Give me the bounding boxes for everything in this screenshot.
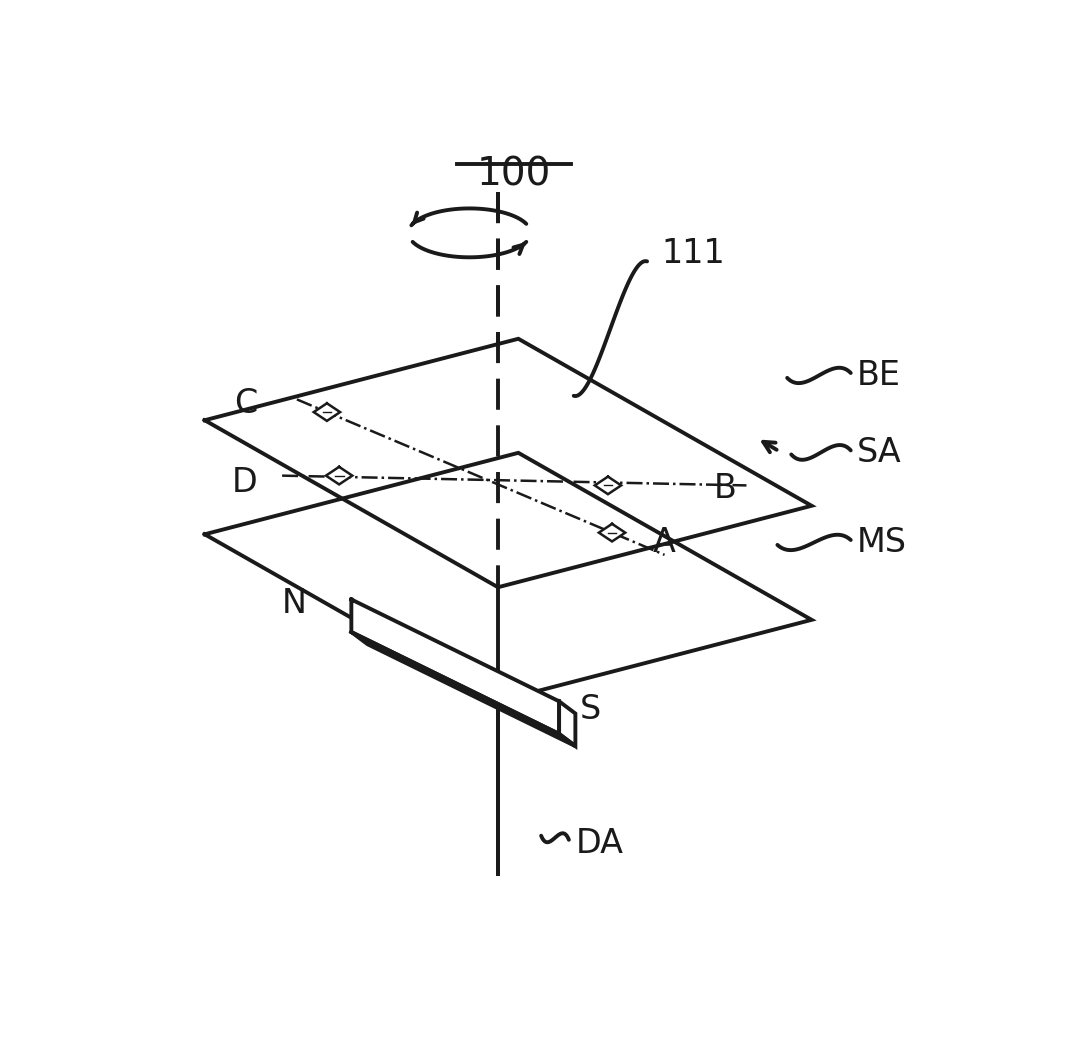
Polygon shape — [352, 632, 575, 746]
Text: SA: SA — [857, 436, 901, 470]
Polygon shape — [559, 701, 575, 746]
Polygon shape — [352, 600, 559, 734]
Text: MS: MS — [857, 526, 906, 559]
Polygon shape — [326, 467, 353, 485]
Text: S: S — [579, 693, 601, 726]
Text: 111: 111 — [661, 237, 725, 270]
Text: N: N — [282, 587, 306, 620]
Polygon shape — [594, 476, 621, 494]
Text: DA: DA — [575, 827, 623, 860]
Polygon shape — [204, 453, 812, 701]
Text: 100: 100 — [477, 156, 551, 194]
Text: BE: BE — [857, 359, 901, 391]
Text: B: B — [714, 472, 736, 505]
Polygon shape — [204, 339, 812, 587]
Text: D: D — [232, 466, 258, 498]
Text: A: A — [653, 526, 676, 559]
Text: C: C — [234, 387, 258, 420]
Polygon shape — [314, 403, 340, 421]
Polygon shape — [599, 524, 626, 542]
